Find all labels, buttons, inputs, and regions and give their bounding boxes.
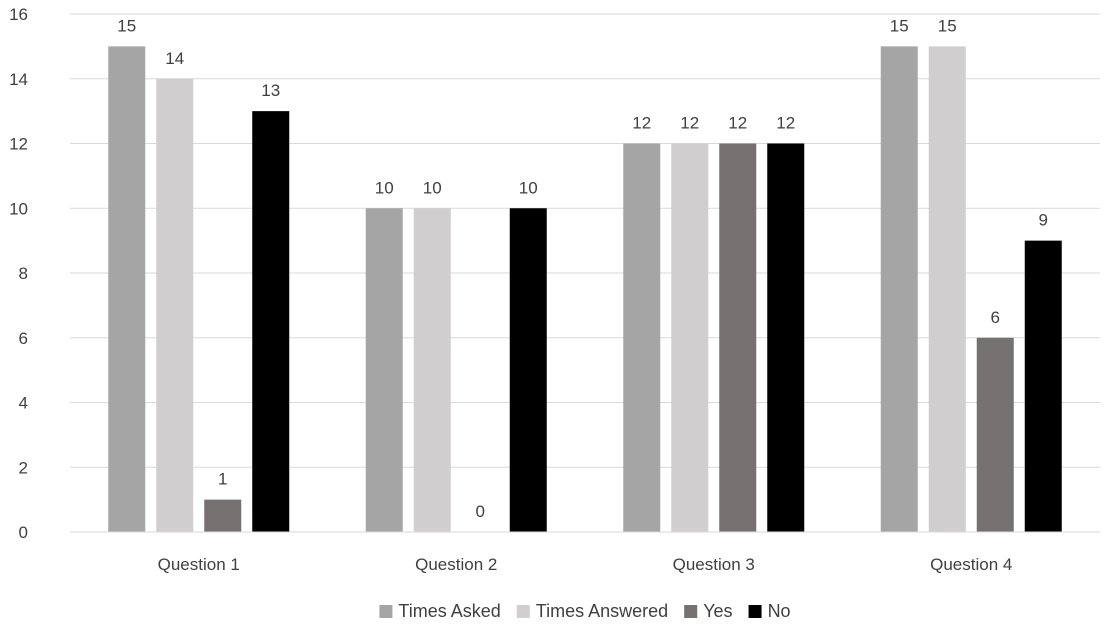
bar [976,337,1014,532]
data-labels: 15 14 1 13 10 10 0 10 12 12 12 12 15 15 6 9 [117,16,1048,521]
category-label: Question 3 [673,555,755,574]
data-label: 9 [1039,211,1048,230]
bar [928,46,966,532]
y-axis-tick-labels: 0 2 4 6 8 10 12 14 16 [9,5,28,542]
y-tick-label: 4 [19,394,28,413]
legend-item: Times Answered [516,601,668,621]
x-axis-category-labels: Question 1 Question 2 Question 3 Question 4 [158,555,1013,574]
category-label: Question 2 [415,555,497,574]
legend-swatch [516,605,530,618]
data-label: 15 [938,16,957,35]
bar [108,46,146,532]
bar [204,499,242,532]
legend-item: Times Asked [379,601,501,621]
bar [156,78,194,532]
legend-label: Times Answered [536,601,668,621]
legend-item: No [748,601,791,621]
bar [623,143,661,532]
legend-label: Times Asked [398,601,500,621]
data-label: 0 [476,502,485,521]
data-label: 13 [261,81,280,100]
y-tick-label: 12 [9,135,28,154]
bar [252,111,290,532]
bars [108,46,1062,532]
legend-item: Yes [684,601,733,621]
data-label: 12 [776,114,795,133]
bar [719,143,757,532]
data-label: 1 [218,470,227,489]
gridlines [70,13,1100,468]
data-label: 12 [680,114,699,133]
category-label: Question 4 [930,555,1012,574]
data-label: 14 [165,49,184,68]
bar [365,208,403,532]
data-label: 10 [423,178,442,197]
y-tick-label: 8 [19,264,28,283]
bar [671,143,709,532]
bar [413,208,451,532]
y-tick-label: 14 [9,70,28,89]
legend-swatch [379,605,393,618]
data-label: 15 [117,16,136,35]
y-tick-label: 16 [9,5,28,24]
data-label: 10 [375,178,394,197]
data-label: 12 [632,114,651,133]
category-label: Question 1 [158,555,240,574]
legend-label: Yes [703,601,732,621]
legend-swatch [684,605,698,618]
data-label: 15 [890,16,909,35]
y-tick-label: 2 [19,458,28,477]
legend-label: No [768,601,791,621]
legend: Times Asked Times Answered Yes No [379,601,791,621]
y-tick-label: 0 [19,523,28,542]
bar [1024,240,1062,532]
data-label: 10 [519,178,538,197]
y-tick-label: 10 [9,199,28,218]
bar [767,143,805,532]
legend-swatch [748,605,762,618]
bar [509,208,547,532]
y-tick-label: 6 [19,329,28,348]
data-label: 6 [991,308,1000,327]
data-label: 12 [728,114,747,133]
bar [880,46,918,532]
